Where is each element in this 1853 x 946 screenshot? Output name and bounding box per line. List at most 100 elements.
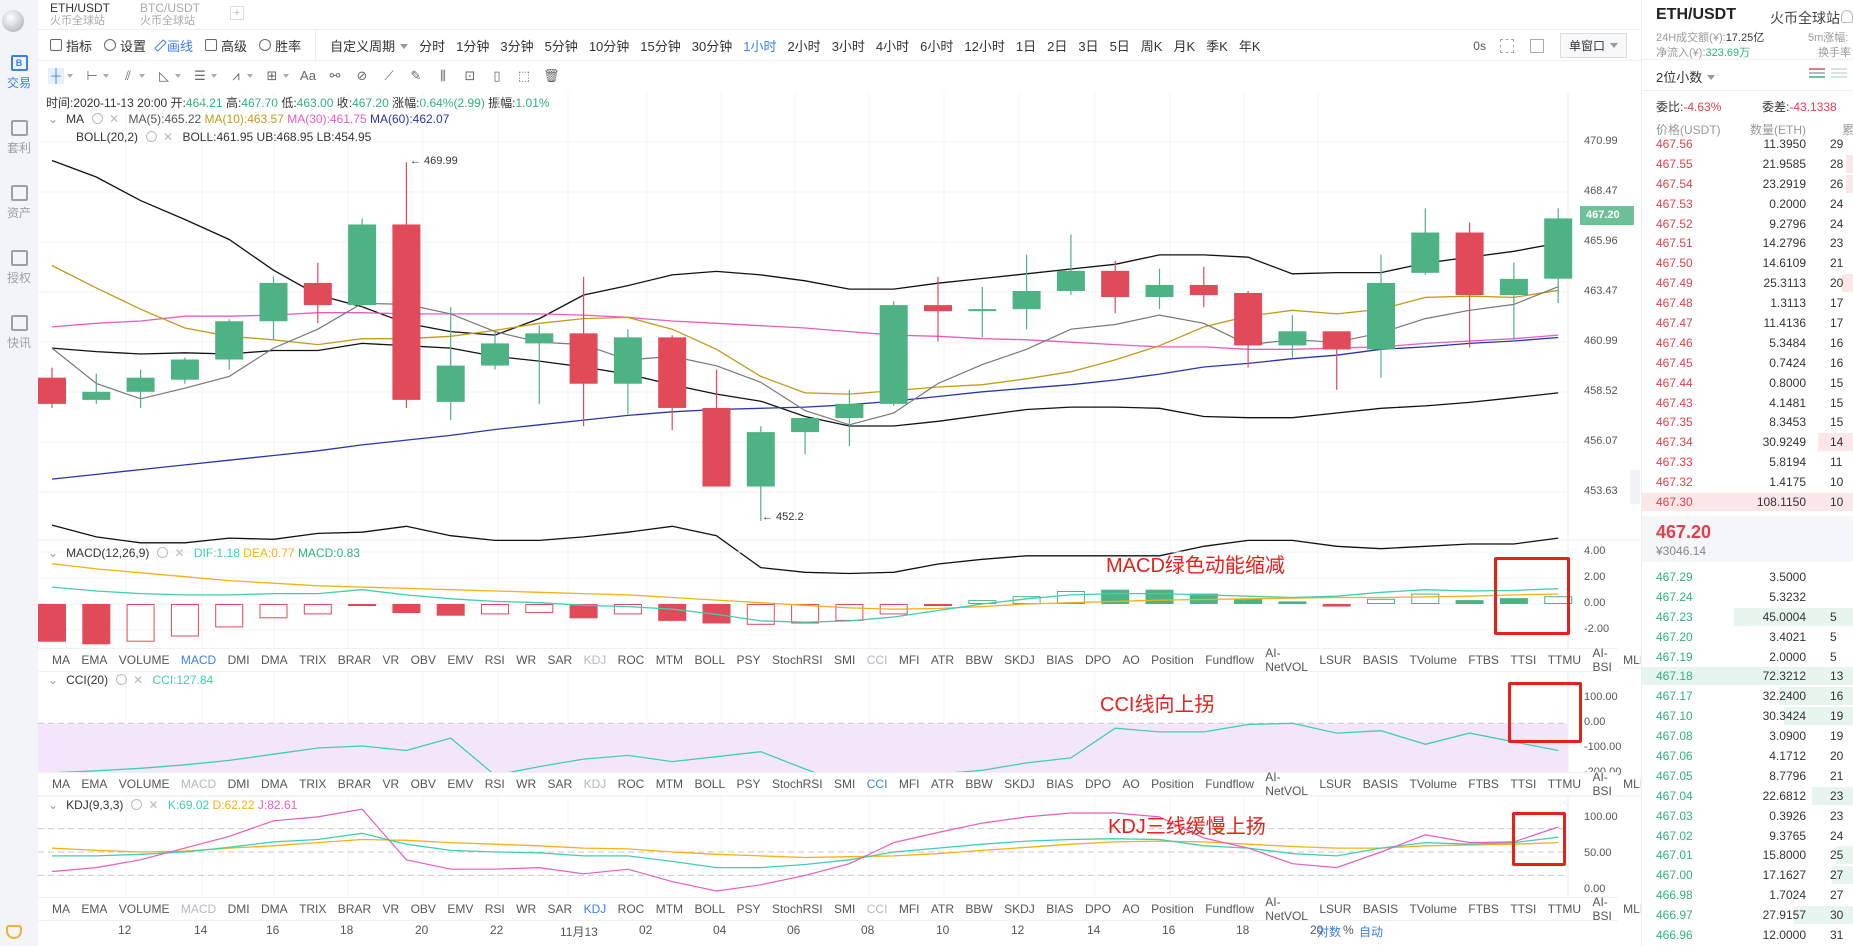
indicator-tab-psy[interactable]: PSY bbox=[736, 902, 761, 916]
indicator-tab-wr[interactable]: WR bbox=[516, 777, 537, 791]
period-19[interactable]: 季K bbox=[1206, 38, 1228, 54]
bid-row[interactable]: 467.00 17.1627 27 bbox=[1642, 865, 1853, 885]
indicator-tab-volume[interactable]: VOLUME bbox=[118, 653, 170, 667]
period-9[interactable]: 3小时 bbox=[831, 38, 865, 54]
period-13[interactable]: 1日 bbox=[1015, 38, 1037, 54]
bid-row[interactable]: 467.10 30.3424 19 bbox=[1642, 706, 1853, 726]
axis-pct-toggle[interactable]: % bbox=[1343, 923, 1354, 937]
indicator-tab-smi[interactable]: SMI bbox=[834, 777, 856, 791]
bid-row[interactable]: 467.18 72.3212 13 bbox=[1642, 666, 1853, 686]
bid-row[interactable]: 467.08 3.0900 19 bbox=[1642, 726, 1853, 746]
draw-tool-9[interactable]: ⊘ bbox=[354, 68, 370, 84]
indicator-tab-ftbs[interactable]: FTBS bbox=[1468, 653, 1499, 667]
close-icon[interactable]: ✕ bbox=[163, 130, 174, 144]
draw-tool-1[interactable]: ⊢ bbox=[84, 68, 109, 84]
dropdown-arrow-icon[interactable] bbox=[211, 74, 217, 81]
draw-tool-8[interactable]: ⚯ bbox=[327, 68, 343, 84]
draw-tool-12[interactable]: ⫼ bbox=[435, 68, 451, 84]
gear-icon[interactable] bbox=[116, 674, 128, 685]
indicator-tab-psy[interactable]: PSY bbox=[736, 653, 761, 667]
close-icon[interactable]: ✕ bbox=[148, 798, 159, 812]
indicator-tab-brar[interactable]: BRAR bbox=[337, 902, 372, 916]
period-14[interactable]: 2日 bbox=[1047, 38, 1068, 54]
axis-auto-toggle[interactable]: 自动 bbox=[1359, 925, 1384, 939]
indicator-tab-wr[interactable]: WR bbox=[516, 653, 537, 667]
indicator-tab-ai-bsi[interactable]: AI-BSI bbox=[1592, 646, 1612, 674]
indicator-tab-roc[interactable]: ROC bbox=[617, 777, 645, 791]
indicator-tab-vr[interactable]: VR bbox=[382, 653, 400, 667]
bid-row[interactable]: 467.29 3.5000 bbox=[1642, 567, 1853, 587]
draw-tool-16[interactable]: 🗑 bbox=[543, 68, 560, 84]
tab-eth-usdt[interactable]: ETH/USDT 火币全球站 bbox=[50, 2, 110, 28]
indicator-tab-ma[interactable]: MA bbox=[52, 902, 70, 916]
winrate-button[interactable]: 胜率 bbox=[259, 36, 301, 55]
indicator-tab-dpo[interactable]: DPO bbox=[1084, 777, 1111, 791]
indicator-tab-brar[interactable]: BRAR bbox=[337, 777, 372, 791]
draw-button[interactable]: 画线 bbox=[154, 36, 193, 55]
dropdown-arrow-icon[interactable] bbox=[175, 74, 181, 81]
indicator-tab-ema[interactable]: EMA bbox=[81, 653, 108, 667]
indicator-tab-rsi[interactable]: RSI bbox=[484, 653, 505, 667]
indicator-tab-atr[interactable]: ATR bbox=[930, 902, 954, 916]
close-icon[interactable]: ✕ bbox=[133, 673, 144, 687]
indicator-tab-basis[interactable]: BASIS bbox=[1362, 777, 1399, 791]
period-8[interactable]: 2小时 bbox=[787, 38, 821, 54]
indicator-tab-ttsi[interactable]: TTSI bbox=[1510, 653, 1537, 667]
period-20[interactable]: 年K bbox=[1238, 38, 1261, 54]
indicator-tab-sar[interactable]: SAR bbox=[547, 902, 573, 916]
custom-period-dropdown[interactable]: 自定义周期 bbox=[330, 36, 408, 55]
ask-row[interactable]: 467.53 0.2000 24 bbox=[1642, 194, 1853, 214]
indicator-tab-ao[interactable]: AO bbox=[1122, 902, 1140, 916]
indicator-button[interactable]: 指标 bbox=[50, 36, 92, 55]
indicator-tab-ftbs[interactable]: FTBS bbox=[1468, 777, 1499, 791]
indicator-tab-sar[interactable]: SAR bbox=[547, 653, 573, 667]
collapse-chevron-icon[interactable]: ⌄ bbox=[48, 112, 59, 126]
indicator-tab-mtm[interactable]: MTM bbox=[655, 902, 684, 916]
ask-row[interactable]: 467.43 4.1481 15 bbox=[1642, 393, 1853, 413]
indicator-tab-fundflow[interactable]: Fundflow bbox=[1205, 653, 1254, 667]
period-18[interactable]: 月K bbox=[1173, 38, 1196, 54]
indicator-tab-smi[interactable]: SMI bbox=[834, 902, 856, 916]
bid-row[interactable]: 466.98 1.7024 27 bbox=[1642, 885, 1853, 905]
period-15[interactable]: 3日 bbox=[1078, 38, 1099, 54]
indicator-tab-fundflow[interactable]: Fundflow bbox=[1205, 777, 1254, 791]
indicator-tab-tvolume[interactable]: TVolume bbox=[1409, 777, 1457, 791]
draw-tool-15[interactable]: ⬚ bbox=[516, 68, 532, 84]
ask-row[interactable]: 467.49 25.3113 20 bbox=[1642, 273, 1853, 293]
tab-btc-usdt[interactable]: BTC/USDT 火币全球站 bbox=[140, 2, 200, 28]
indicator-tab-lsur[interactable]: LSUR bbox=[1319, 902, 1352, 916]
indicator-tab-dmi[interactable]: DMI bbox=[227, 902, 250, 916]
indicator-tab-mfi[interactable]: MFI bbox=[898, 777, 920, 791]
indicator-tab-bbw[interactable]: BBW bbox=[965, 902, 993, 916]
indicator-tab-mtm[interactable]: MTM bbox=[655, 777, 684, 791]
indicator-tab-obv[interactable]: OBV bbox=[410, 902, 436, 916]
indicator-tab-obv[interactable]: OBV bbox=[410, 777, 436, 791]
indicator-tab-position[interactable]: Position bbox=[1151, 653, 1194, 667]
indicator-tab-skdj[interactable]: SKDJ bbox=[1004, 902, 1035, 916]
draw-tool-5[interactable]: ⩘ bbox=[228, 68, 253, 84]
indicator-tab-skdj[interactable]: SKDJ bbox=[1004, 777, 1035, 791]
ask-row[interactable]: 467.55 21.9585 28 bbox=[1642, 154, 1853, 174]
gear-icon[interactable] bbox=[131, 799, 143, 810]
dropdown-arrow-icon[interactable] bbox=[67, 74, 73, 81]
indicator-tab-rsi[interactable]: RSI bbox=[484, 777, 505, 791]
indicator-tab-cci[interactable]: CCI bbox=[866, 902, 888, 916]
ask-row[interactable]: 467.33 5.8194 11 bbox=[1642, 452, 1853, 472]
dropdown-arrow-icon[interactable] bbox=[139, 74, 145, 81]
indicator-tab-volume[interactable]: VOLUME bbox=[118, 777, 170, 791]
period-6[interactable]: 30分钟 bbox=[691, 38, 733, 54]
period-16[interactable]: 5日 bbox=[1109, 38, 1130, 54]
book-view-both-icon[interactable] bbox=[1809, 68, 1825, 80]
ask-row[interactable]: 467.35 8.3453 15 bbox=[1642, 412, 1853, 432]
indicator-tab-position[interactable]: Position bbox=[1151, 902, 1194, 916]
period-17[interactable]: 周K bbox=[1140, 38, 1163, 54]
indicator-tab-boll[interactable]: BOLL bbox=[694, 777, 726, 791]
diamond-icon[interactable] bbox=[6, 925, 22, 939]
settings-button[interactable]: 设置 bbox=[104, 36, 146, 55]
indicator-tab-emv[interactable]: EMV bbox=[447, 777, 474, 791]
ask-row[interactable]: 467.46 5.3484 16 bbox=[1642, 333, 1853, 353]
period-1[interactable]: 1分钟 bbox=[456, 38, 490, 54]
indicator-tab-cci[interactable]: CCI bbox=[866, 653, 888, 667]
period-3[interactable]: 5分钟 bbox=[544, 38, 578, 54]
indicator-tab-basis[interactable]: BASIS bbox=[1362, 653, 1399, 667]
